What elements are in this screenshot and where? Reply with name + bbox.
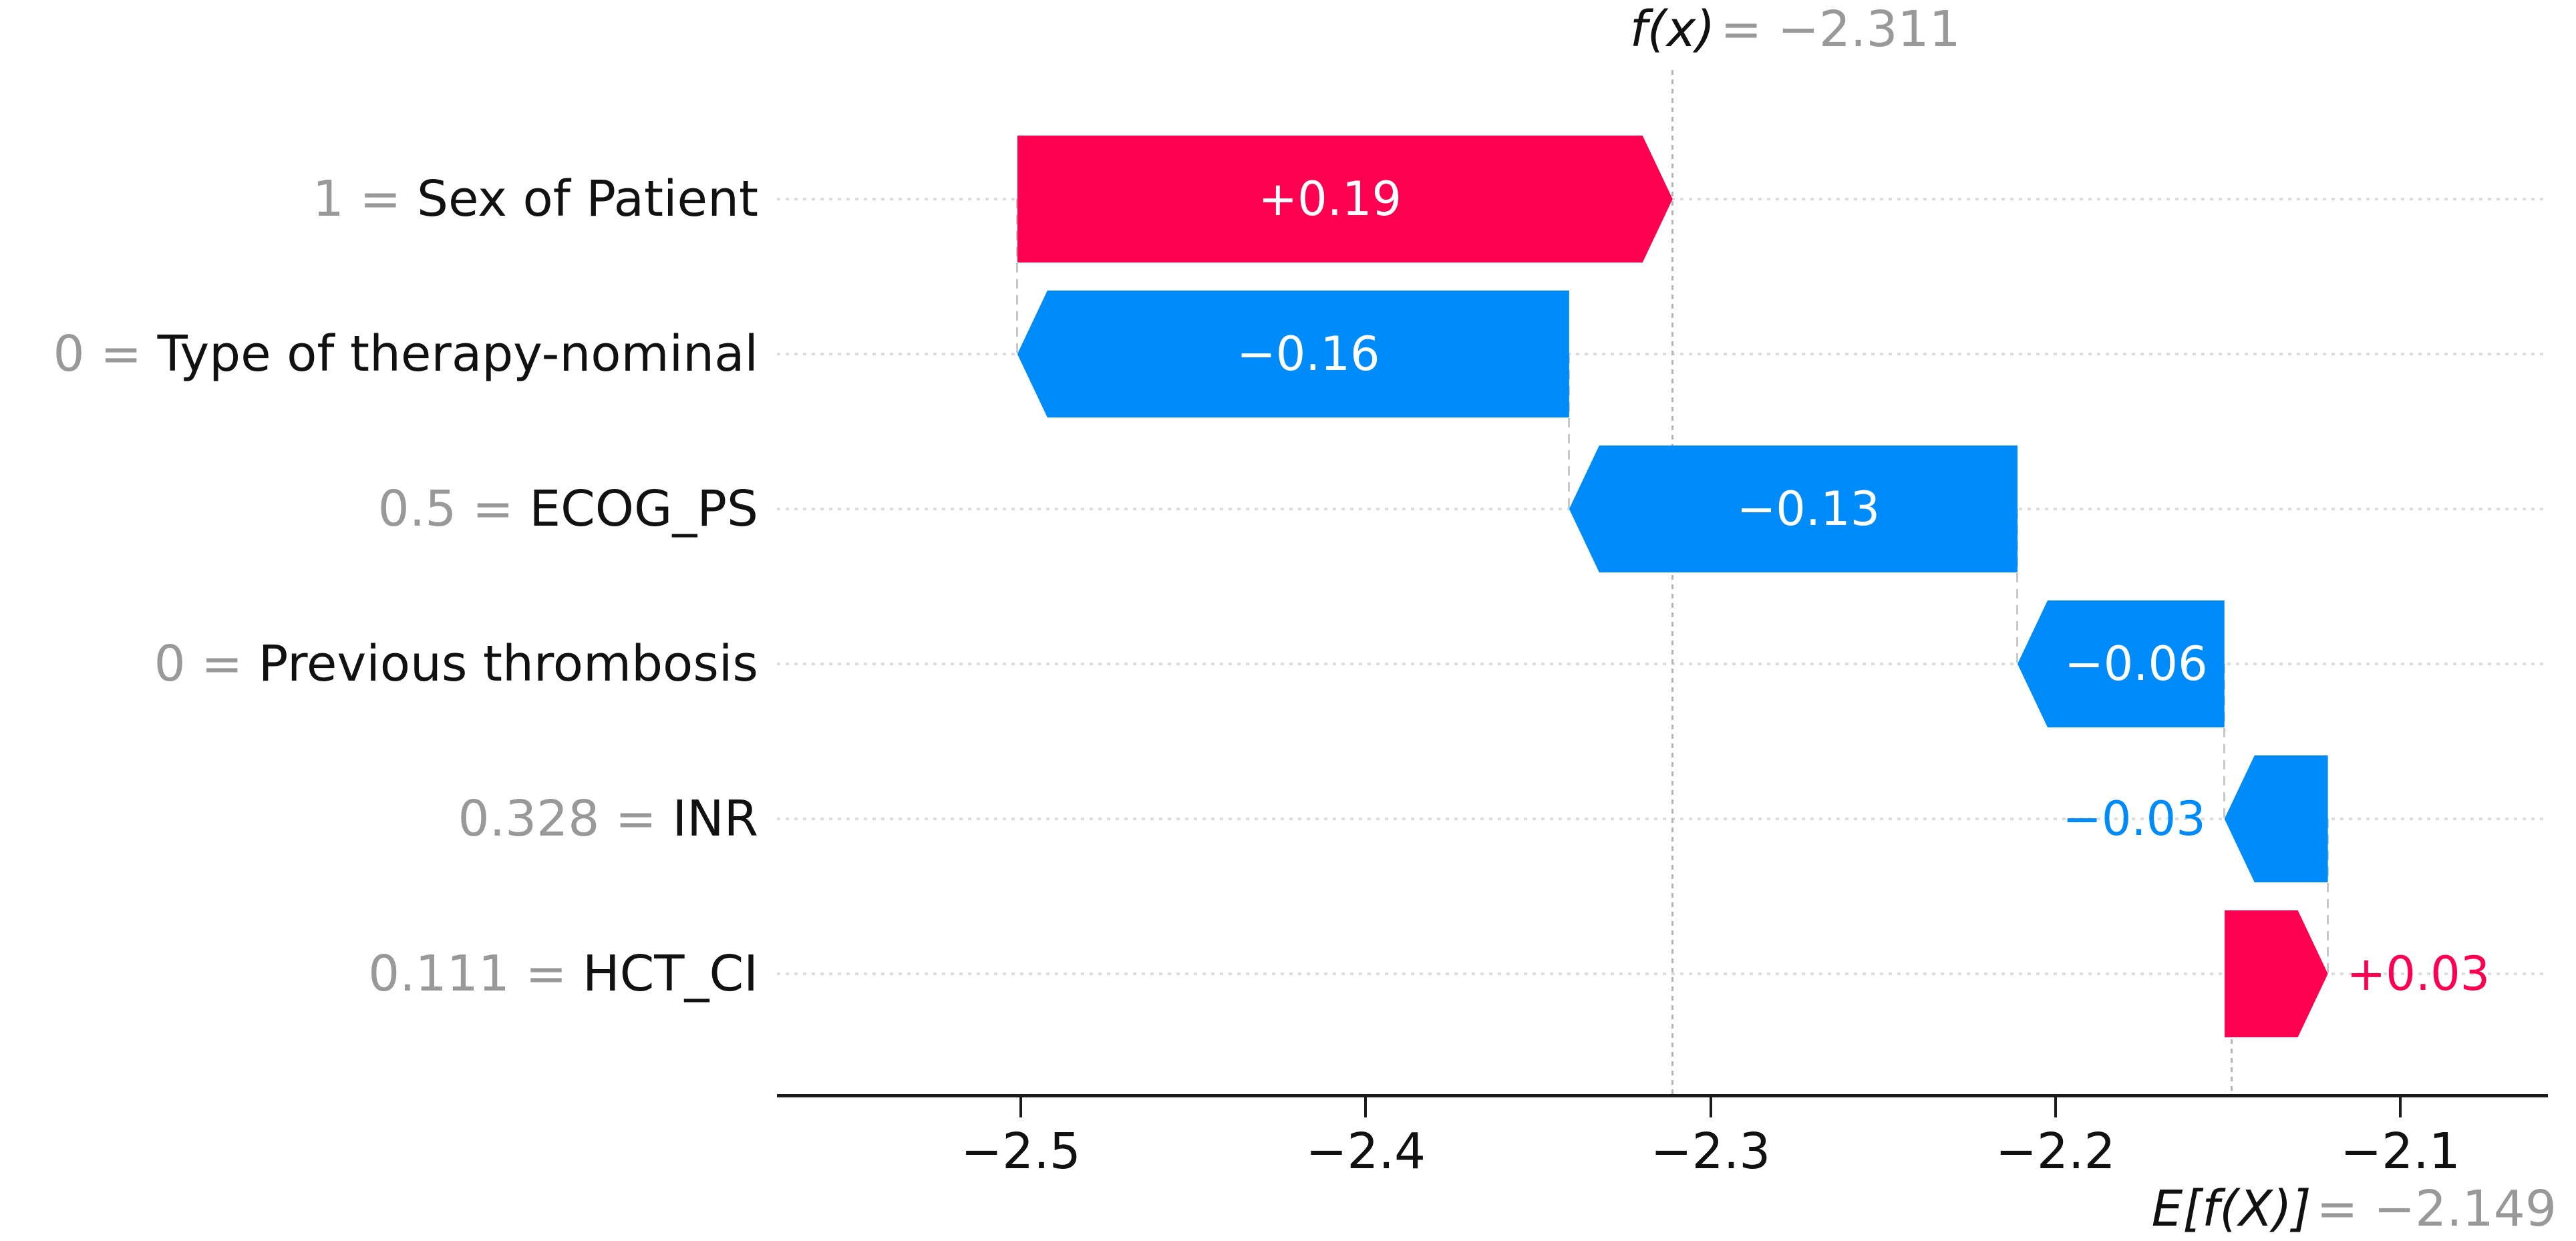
shap-value-label: −0.16	[1237, 327, 1380, 381]
feature-value-text: 0.5 =	[377, 480, 530, 538]
expected-value-symbol: E[f(X)]	[2151, 1180, 2311, 1238]
shap-value-label: +0.03	[2346, 946, 2490, 1001]
shap-bar-negative	[1017, 291, 1569, 417]
row-guide-line	[777, 663, 2548, 665]
feature-name-text: ECOG_PS	[529, 480, 758, 538]
expected-value-annotation: E[f(X)] = −2.149	[2152, 1182, 2557, 1236]
shap-value-label: −0.13	[1736, 482, 1881, 536]
expected-value-value: = −2.149	[2316, 1180, 2557, 1238]
fx-annotation: f(x) = −2.311	[1629, 1, 1961, 58]
feature-label: 1 = Sex of Patient	[0, 162, 758, 236]
feature-name-text: Type of therapy-nominal	[157, 325, 758, 383]
feature-value-text: 0.111 =	[368, 945, 583, 1003]
feature-name-text: HCT_CI	[582, 945, 758, 1003]
shap-value-label: +0.19	[1258, 172, 1402, 226]
shap-bar-negative	[2224, 755, 2328, 882]
feature-label: 0 = Type of therapy-nominal	[0, 317, 759, 391]
feature-label: 0.111 = HCT_CI	[0, 937, 758, 1011]
feature-label: 0 = Previous thrombosis	[0, 627, 758, 701]
feature-value-text: 0 =	[53, 325, 158, 383]
x-axis-tick-label: −2.4	[1305, 1123, 1426, 1180]
feature-name-text: INR	[672, 790, 758, 848]
feature-label: 0.5 = ECOG_PS	[0, 472, 758, 546]
shap-bar-negative	[2017, 600, 2225, 727]
x-axis-tick	[2054, 1097, 2057, 1117]
feature-label: 0.328 = INR	[0, 782, 758, 856]
x-axis-tick-label: −2.2	[1995, 1123, 2116, 1180]
x-axis-line	[777, 1094, 2548, 1097]
fx-value: = −2.311	[1720, 1, 1961, 58]
bar-connector-line	[2327, 819, 2329, 974]
bar-connector-line	[1016, 199, 1019, 354]
row-guide-line	[777, 972, 2548, 975]
row-guide-line	[777, 353, 2548, 355]
x-axis-tick	[2399, 1097, 2402, 1117]
bar-connector-line	[1568, 354, 1571, 509]
fx-symbol: f(x)	[1629, 1, 1716, 58]
x-axis-tick-label: −2.1	[2340, 1123, 2460, 1180]
feature-value-text: 0.328 =	[458, 790, 673, 848]
x-axis-tick	[1364, 1097, 1367, 1117]
row-guide-line	[777, 818, 2548, 820]
x-axis-tick	[1019, 1097, 1022, 1117]
feature-value-text: 0 =	[154, 635, 259, 693]
feature-value-text: 1 =	[312, 170, 417, 228]
feature-name-text: Sex of Patient	[416, 170, 758, 228]
x-axis-tick	[1709, 1097, 1712, 1117]
feature-name-text: Previous thrombosis	[258, 635, 758, 693]
shap-bar-positive	[1017, 136, 1673, 262]
fx-reference-line	[1671, 70, 1674, 1094]
x-axis-tick-label: −2.3	[1650, 1123, 1771, 1180]
shap-value-label: −0.03	[2062, 791, 2206, 846]
x-axis-tick-label: −2.5	[961, 1123, 1081, 1180]
bar-connector-line	[2223, 664, 2226, 819]
shap-bar-negative	[1569, 446, 2018, 572]
shap-value-label: −0.06	[2064, 637, 2208, 691]
bar-connector-line	[2016, 509, 2019, 664]
shap-bar-positive	[2225, 910, 2328, 1037]
